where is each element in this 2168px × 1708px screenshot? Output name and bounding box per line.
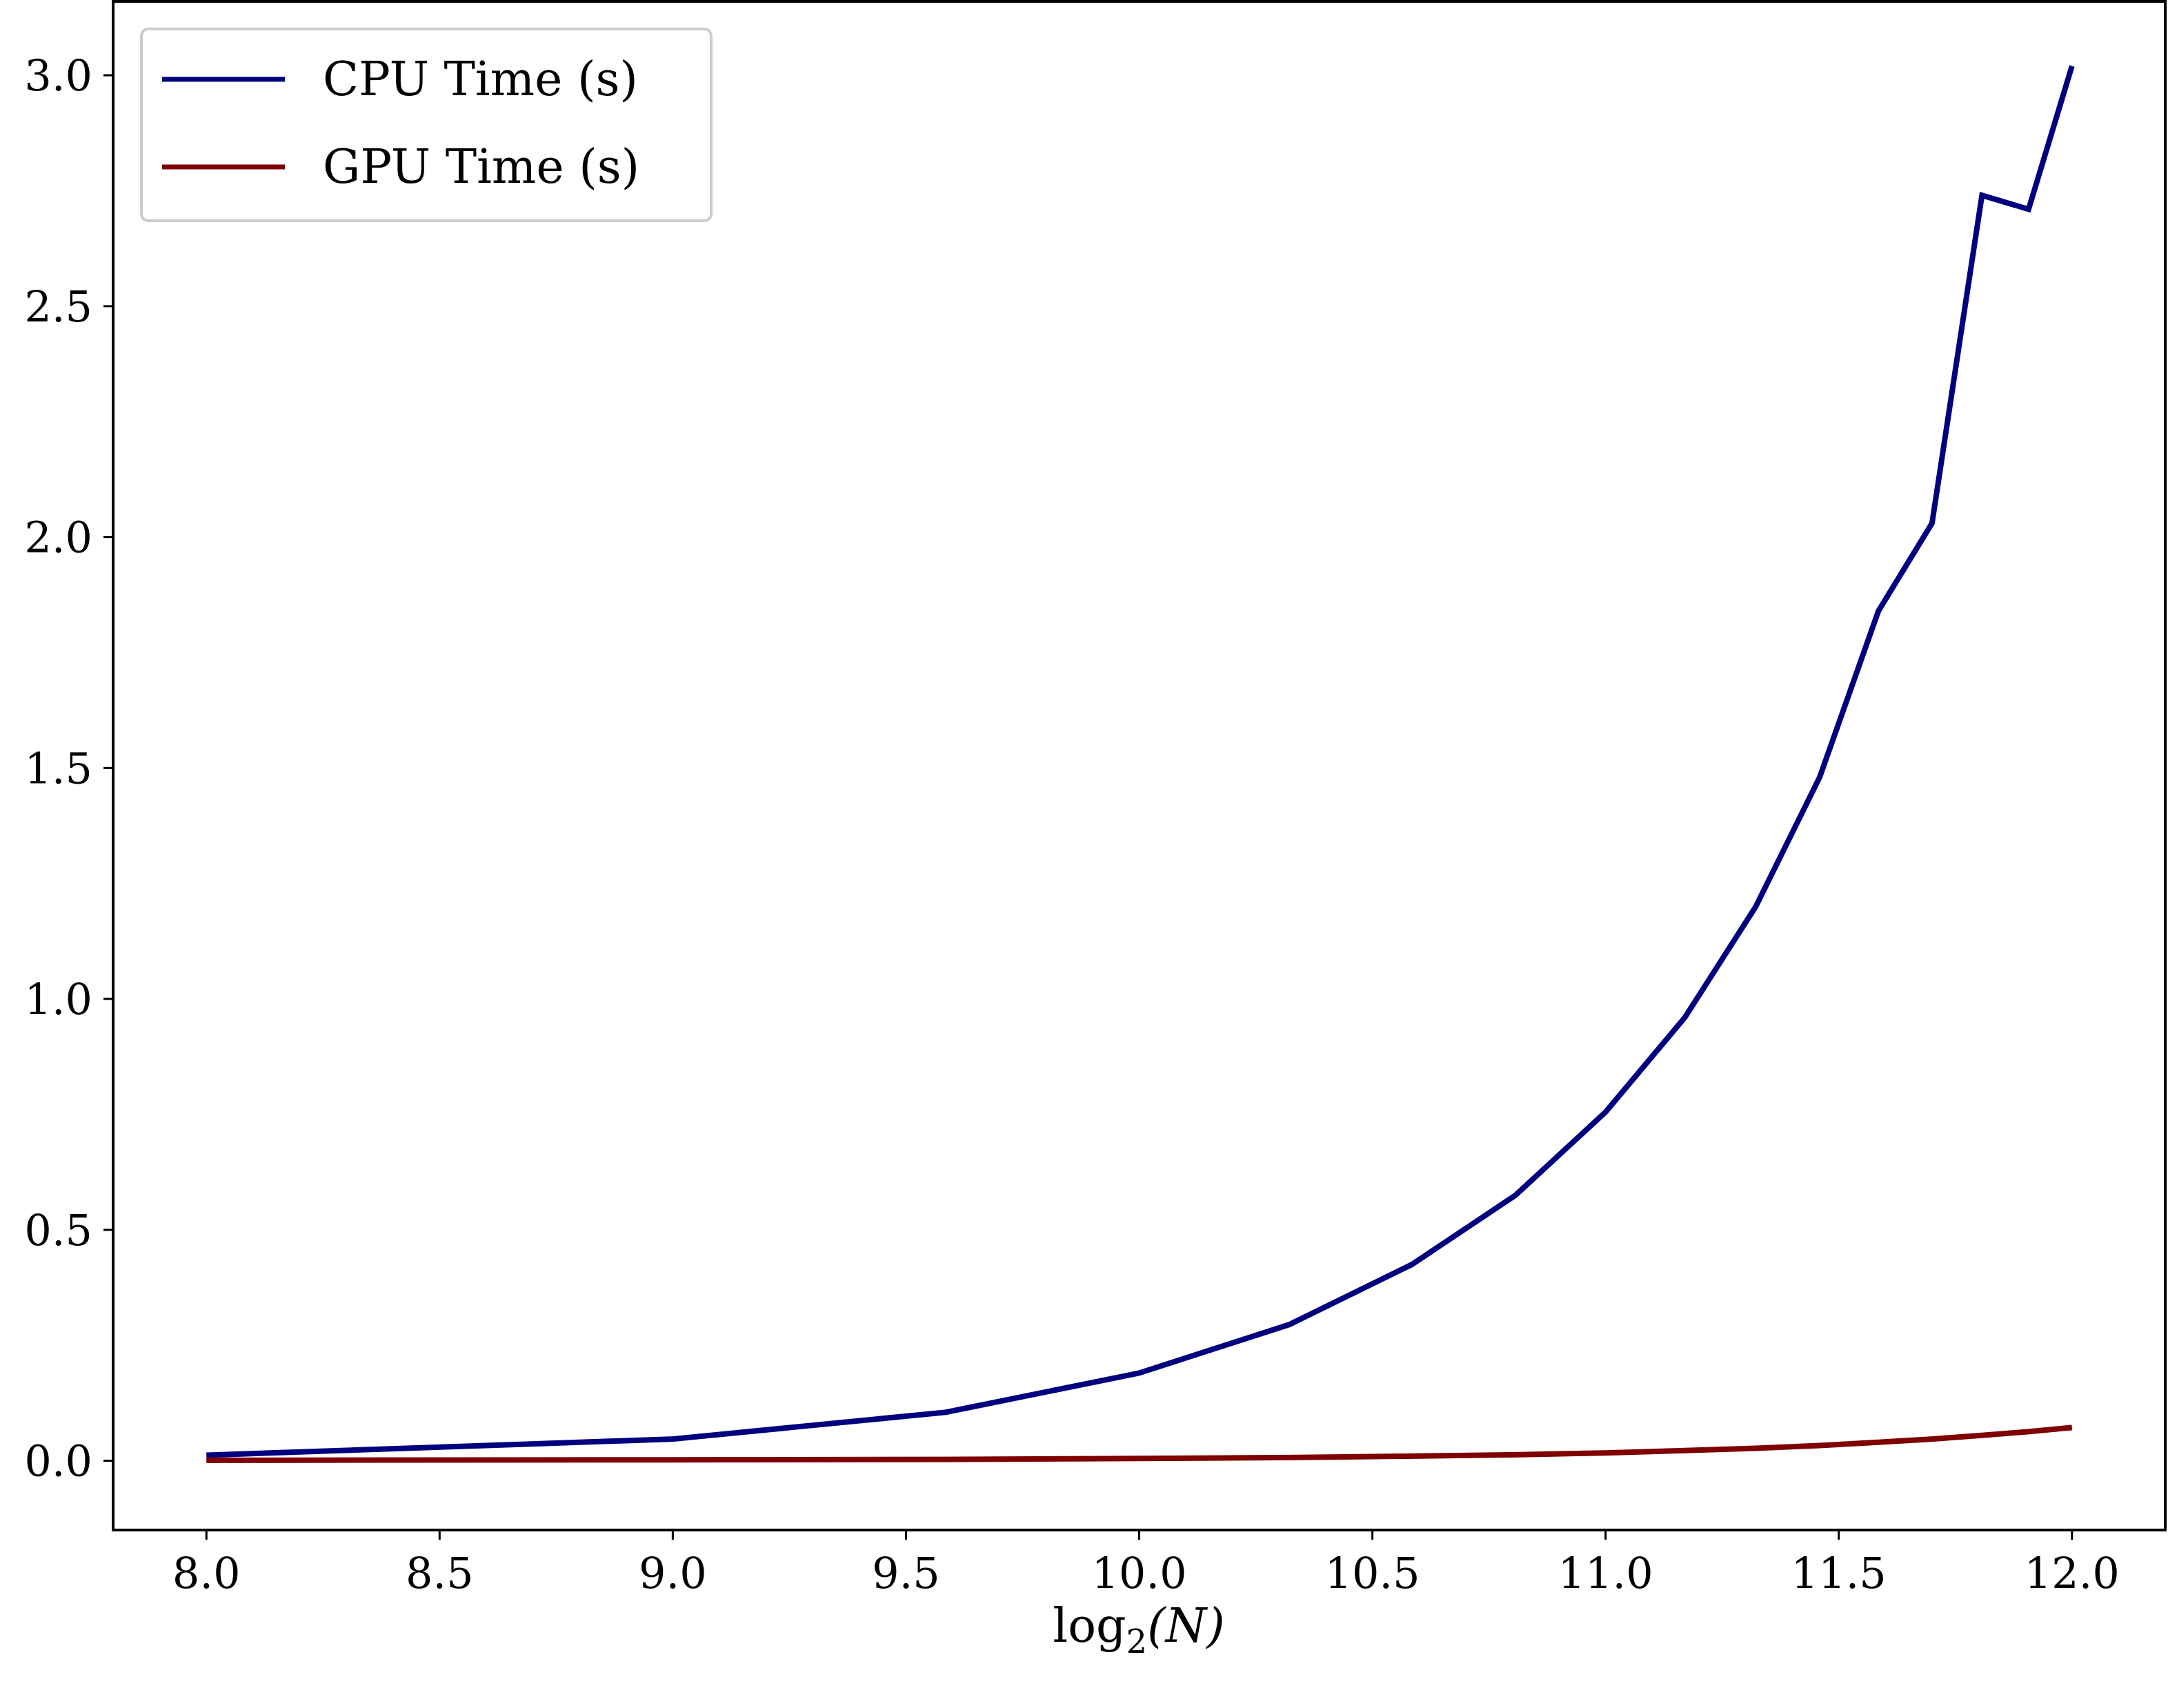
x-tick-label: 10.5 — [1325, 1548, 1420, 1598]
y-tick-label: 2.5 — [24, 281, 92, 332]
data-point-gpu — [2071, 1427, 2072, 1428]
legend-label-gpu: GPU Time (s) — [323, 140, 639, 195]
data-point-gpu — [2028, 1431, 2029, 1432]
x-axis-label: log2(N) — [1053, 1599, 1224, 1661]
y-tick-label: 3.0 — [24, 50, 92, 101]
data-point-cpu — [1931, 523, 1932, 524]
x-tick-label: 9.0 — [639, 1548, 707, 1598]
data-point-cpu — [1878, 610, 1879, 611]
y-axis: 0.0 0.5 1.0 1.5 2.0 2.5 3.0 — [24, 50, 113, 1487]
x-tick-label: 11.5 — [1791, 1548, 1887, 1598]
x-axis-label-arg: (N) — [1147, 1599, 1225, 1654]
x-tick-label: 8.5 — [406, 1548, 474, 1598]
x-tick-label: 11.0 — [1558, 1548, 1653, 1598]
series-layer — [206, 65, 2075, 1463]
data-point-gpu — [945, 1459, 946, 1460]
y-tick-label: 1.5 — [24, 743, 92, 793]
x-tick-label: 9.5 — [872, 1548, 940, 1598]
legend: CPU Time (s) GPU Time (s) — [140, 28, 713, 222]
x-tick-label: 8.0 — [172, 1548, 241, 1598]
plot-background — [113, 0, 2165, 1530]
data-point-gpu — [1684, 1450, 1685, 1451]
y-tick-label: 1.0 — [24, 974, 92, 1024]
data-point-cpu — [945, 1412, 946, 1413]
data-point-cpu — [1605, 1112, 1606, 1113]
y-tick-label: 0.5 — [24, 1205, 92, 1255]
legend-label-cpu: CPU Time (s) — [323, 52, 638, 107]
x-axis: 8.0 8.5 9.0 9.5 10.0 10.5 11.0 11.5 12.0 — [172, 1530, 2120, 1598]
series-line-cpu — [206, 65, 2075, 1458]
data-point-gpu — [1931, 1439, 1932, 1440]
data-point-gpu — [1515, 1454, 1516, 1455]
x-tick-label: 10.0 — [1091, 1548, 1186, 1598]
data-point-gpu — [1139, 1458, 1140, 1459]
y-tick-label: 2.0 — [24, 513, 92, 563]
data-point-cpu — [1289, 1324, 1290, 1325]
x-tick-label: 12.0 — [2025, 1548, 2120, 1598]
data-point-gpu — [1289, 1457, 1290, 1458]
data-point-cpu — [1412, 1264, 1413, 1265]
x-axis-label-subscript: 2 — [1126, 1622, 1148, 1661]
series-line-gpu — [206, 1424, 2073, 1463]
data-point-cpu — [2028, 209, 2029, 210]
x-axis-label-log: log — [1053, 1599, 1126, 1654]
data-point-cpu — [206, 1455, 207, 1456]
y-tick-label: 0.0 — [24, 1436, 92, 1487]
